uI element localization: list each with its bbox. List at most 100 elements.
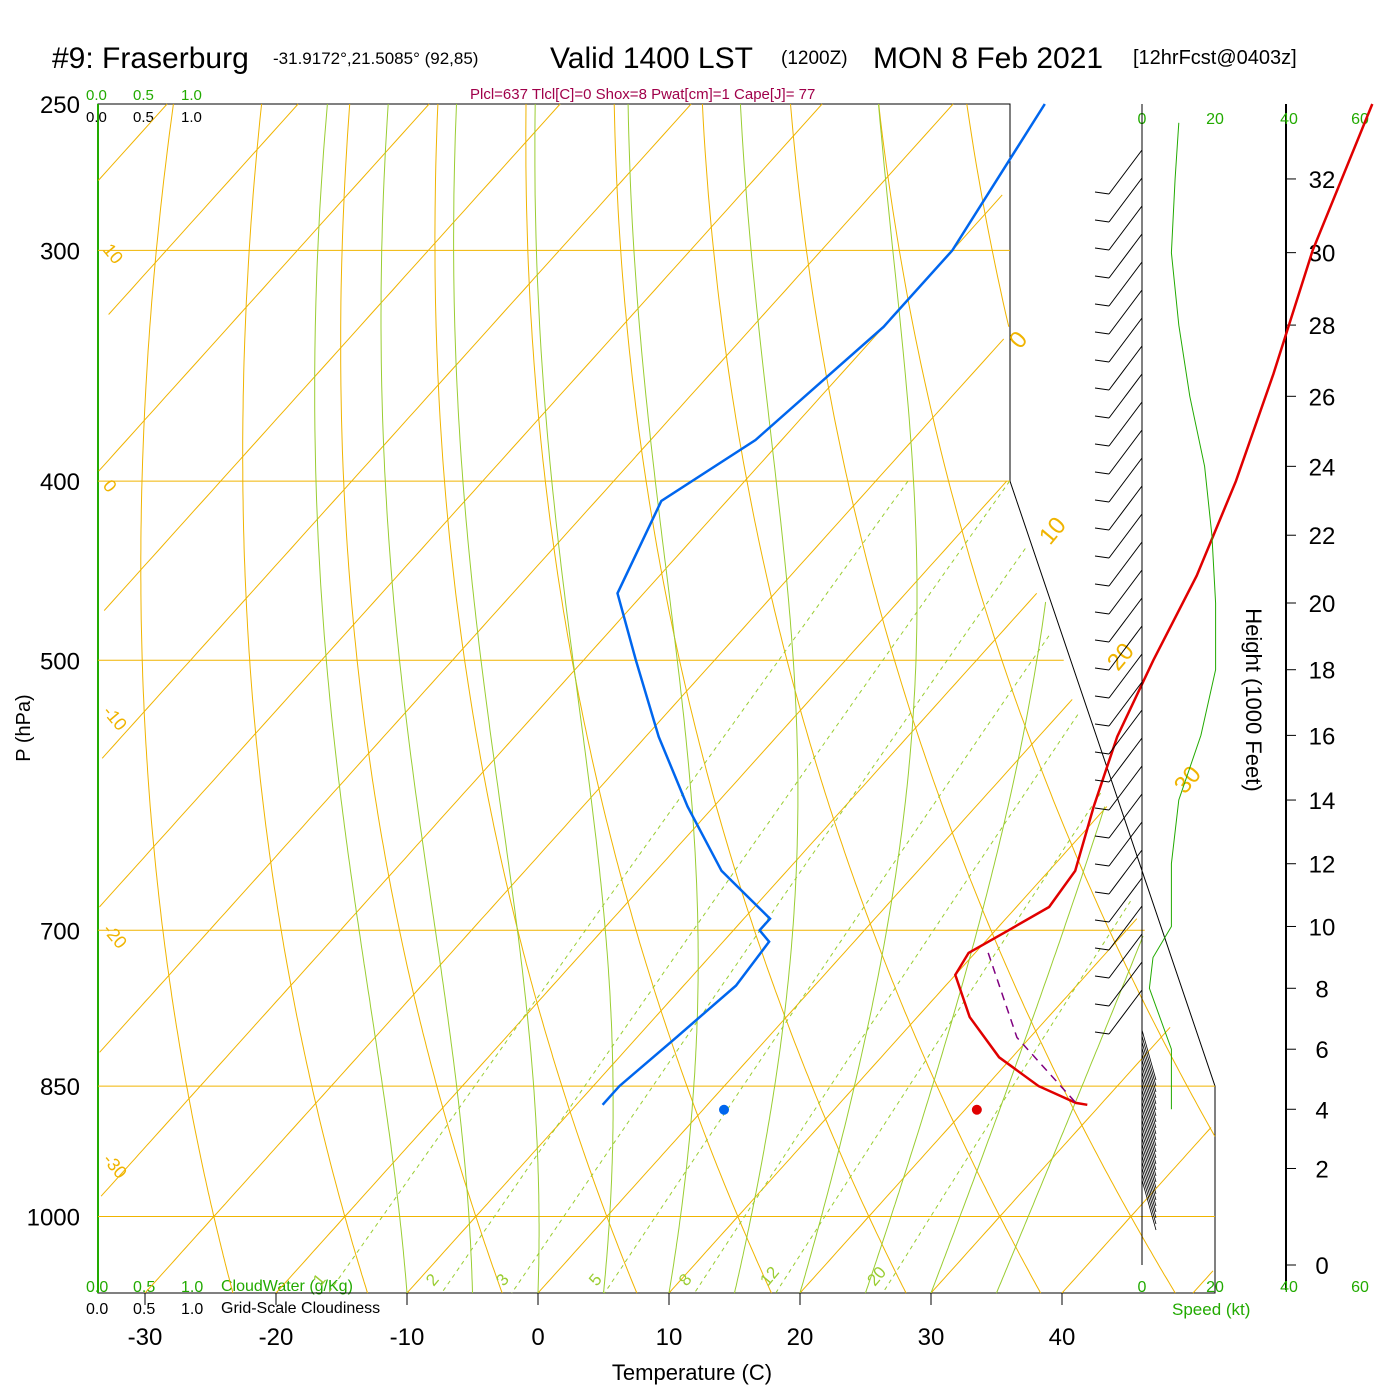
- wind-barb: [1108, 569, 1143, 615]
- wind-barb-flag: [1094, 359, 1110, 363]
- wind-barb: [1108, 317, 1143, 363]
- height-tick-label: 24: [1309, 454, 1336, 481]
- temperature-tick-label: -20: [259, 1324, 294, 1351]
- wind-barb-flag: [1094, 191, 1110, 195]
- cloudwater-tick: 0.0: [86, 87, 107, 104]
- isotherm-label-left: -10: [99, 702, 131, 735]
- cloudwater-label: CloudWater (g/Kg): [221, 1278, 353, 1295]
- wind-barb: [1108, 513, 1143, 559]
- wind-barb: [1108, 933, 1143, 979]
- temperature-tick-label: 10: [656, 1324, 683, 1351]
- isotherm-line: [1061, 1127, 1212, 1294]
- temperature-tick-label: -10: [390, 1324, 425, 1351]
- height-tick-label: 12: [1309, 852, 1336, 879]
- isotherm-label-right: 10: [1034, 512, 1072, 550]
- wind-barb-flag: [1094, 751, 1110, 755]
- wind-barb-flag: [1094, 303, 1110, 307]
- speed-axis-title: Speed (kt): [1172, 1300, 1250, 1319]
- wind-barb-low: [1141, 1155, 1157, 1207]
- wind-barb-low: [1141, 1101, 1157, 1153]
- height-tick-label: 16: [1309, 723, 1336, 750]
- pressure-tick-label: 250: [40, 92, 80, 119]
- cloudwater-top-ticks: 0.0 0.5 1.0: [86, 87, 202, 104]
- height-tick-label: 6: [1315, 1037, 1328, 1064]
- wind-barb-low: [1141, 1065, 1157, 1117]
- height-tick-label: 8: [1315, 976, 1328, 1003]
- cloudiness-tick: 0.5: [133, 1301, 155, 1318]
- mixing-ratio-line: [441, 480, 1011, 1294]
- dry-adiabat-line: [790, 103, 1176, 1294]
- isotherm-line: [537, 699, 1073, 1294]
- wind-barb-low: [1141, 1167, 1157, 1219]
- pressure-tick-label: 400: [40, 469, 80, 496]
- plot-frame: [97, 103, 1216, 1294]
- wind-barb-flag: [1094, 835, 1110, 839]
- wind-barb-flag: [1094, 499, 1110, 503]
- mixing-ratio-line: [328, 480, 909, 1294]
- mixing-ratio-line: [882, 900, 1131, 1294]
- wind-barb-low: [1141, 1071, 1157, 1123]
- wind-barb-flag: [1094, 527, 1110, 531]
- wind-barb-flag: [1094, 891, 1110, 895]
- height-axis-title: Height (1000 Feet): [1241, 608, 1266, 791]
- height-tick-label: 4: [1315, 1097, 1328, 1124]
- moist-adiabat-line: [930, 806, 1106, 1294]
- background-lines: [97, 103, 1216, 1294]
- wind-barb: [1108, 261, 1143, 307]
- wind-barb: [1108, 457, 1143, 503]
- mixing-ratio-line: [694, 714, 1079, 1294]
- wind-barb: [1108, 709, 1143, 755]
- pressure-tick-label: 1000: [27, 1205, 80, 1232]
- isotherm-line: [100, 194, 1003, 1197]
- cloudwater-tick: 0.5: [133, 87, 154, 104]
- wind-barb: [1108, 373, 1143, 419]
- mixing-ratio-label: 5: [585, 1270, 606, 1289]
- wind-barb-flag: [1094, 219, 1110, 223]
- isotherm-line: [97, 103, 168, 181]
- wind-barb-low: [1141, 1035, 1157, 1087]
- wind-barb-low: [1141, 1161, 1157, 1213]
- height-tick-label: 18: [1309, 658, 1336, 685]
- isotherm-line: [99, 103, 823, 908]
- wind-barb: [1108, 429, 1143, 475]
- wind-barb: [1108, 289, 1143, 335]
- isotherm-label-right: 0: [1004, 326, 1033, 354]
- cloudwater-bottom-legend: 0.0 0.5 1.0 CloudWater (g/Kg): [86, 1278, 353, 1296]
- station-coords: -31.9172°,21.5085° (92,85): [273, 49, 478, 68]
- wind-barb-flag: [1094, 275, 1110, 279]
- isotherm-line: [668, 806, 1108, 1294]
- wind-barb-flag: [1094, 863, 1110, 867]
- mixing-ratio-label: 2: [422, 1270, 443, 1289]
- temperature-profile: [953, 103, 1374, 1107]
- wind-barb: [1108, 821, 1143, 867]
- height-tick-label: 26: [1309, 384, 1336, 411]
- wind-barb-flag: [1094, 723, 1110, 727]
- sounding-profiles: [601, 103, 1374, 1115]
- wind-barb: [1108, 149, 1143, 195]
- wind-barb-low: [1141, 1149, 1157, 1201]
- wind-barb-low: [1141, 1131, 1157, 1183]
- wind-barb-low: [1141, 1107, 1157, 1159]
- moist-adiabat-line: [799, 103, 918, 1294]
- y-axis-title: P (hPa): [13, 694, 35, 761]
- wind-barb-flag: [1094, 611, 1110, 615]
- wind-barb: [1108, 177, 1143, 223]
- wind-barb-low: [1141, 1083, 1157, 1135]
- moist-adiabat-line: [380, 103, 473, 1294]
- pressure-tick-label: 850: [40, 1074, 80, 1101]
- wind-barb-low: [1141, 1137, 1157, 1189]
- isotherm-line: [1192, 1270, 1214, 1294]
- cloudwater-tick: 0.5: [133, 1279, 155, 1296]
- isotherm-label-right: 30: [1169, 761, 1207, 799]
- wind-barb-low: [1141, 1125, 1157, 1177]
- dry-adiabat-line: [340, 103, 503, 1294]
- wind-barb-flag: [1094, 387, 1110, 391]
- wind-barb-flag: [1094, 443, 1110, 447]
- mixing-ratio-line: [604, 635, 1050, 1294]
- isotherm-line: [406, 592, 1038, 1294]
- wind-barb-flag: [1094, 247, 1110, 251]
- wind-barb-flag: [1094, 975, 1110, 979]
- parcel-path: [987, 952, 1077, 1104]
- cloudiness-tick: 1.0: [181, 1301, 203, 1318]
